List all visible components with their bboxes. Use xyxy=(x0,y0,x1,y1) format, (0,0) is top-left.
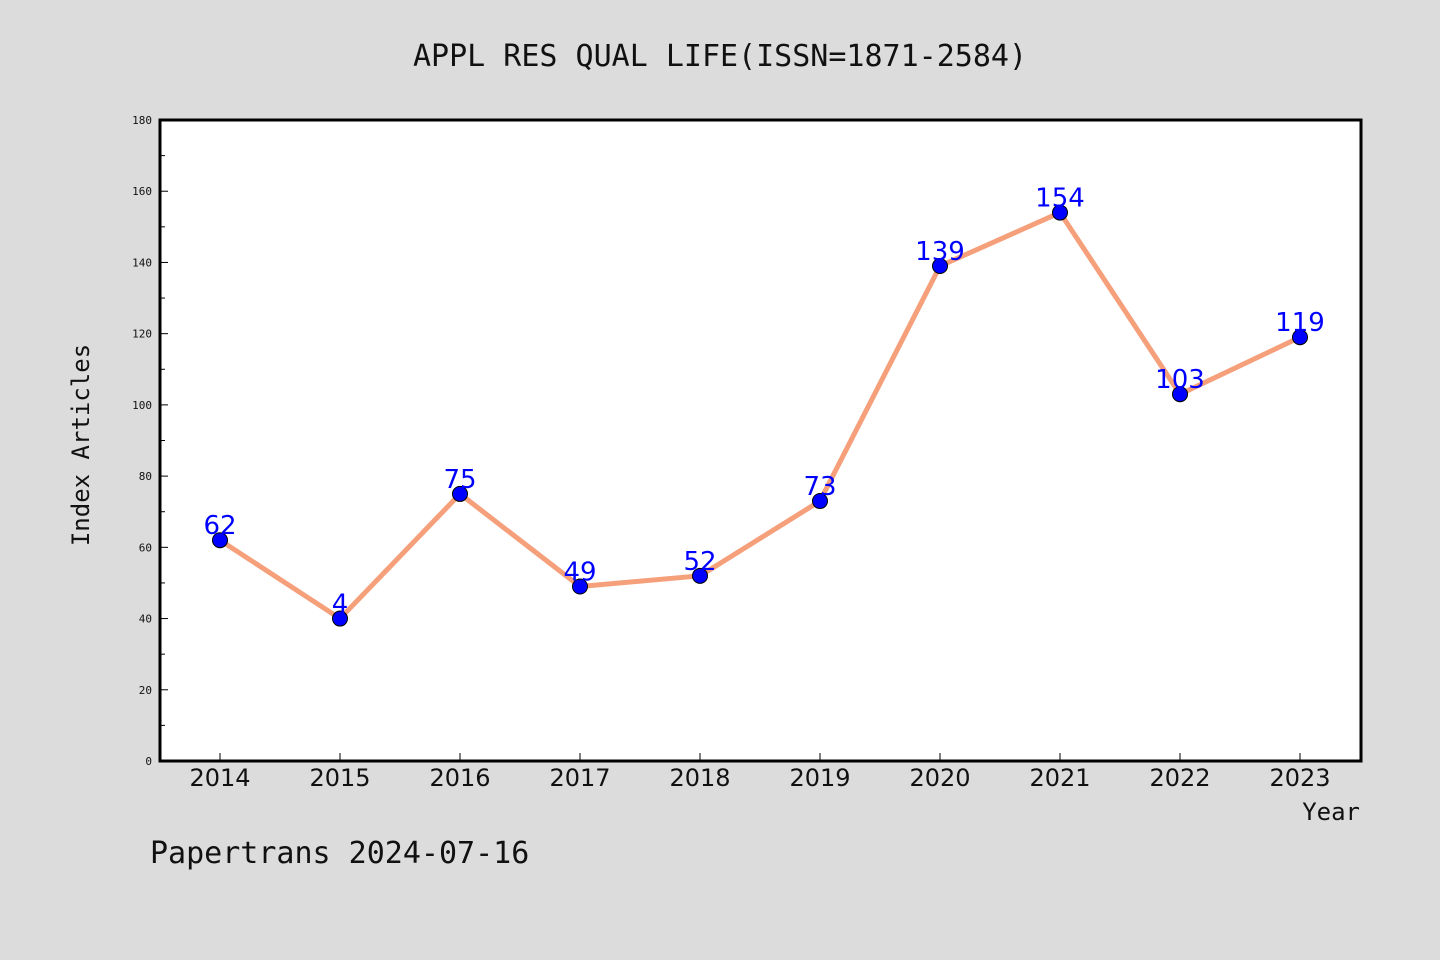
data-label: 75 xyxy=(443,465,476,495)
x-tick-label: 2016 xyxy=(429,764,490,792)
plot-area xyxy=(158,118,1363,763)
data-point xyxy=(932,258,948,275)
x-tick-label: 2023 xyxy=(1269,764,1330,792)
series-line xyxy=(217,210,1303,622)
data-label: 49 xyxy=(563,558,596,588)
series-group xyxy=(212,204,1308,627)
data-label: 119 xyxy=(1275,308,1325,338)
data-point xyxy=(692,567,708,584)
data-label: 73 xyxy=(803,472,836,502)
footer-text: Papertrans 2024-07-16 xyxy=(150,836,529,871)
data-point xyxy=(812,493,828,510)
x-tick-label: 2019 xyxy=(789,764,850,792)
y-tick-label: 160 xyxy=(132,185,152,198)
data-label: 139 xyxy=(915,237,965,267)
data-point xyxy=(1172,386,1188,403)
data-point xyxy=(1052,204,1068,221)
y-axis-label: Index Articles xyxy=(67,344,95,546)
x-tick-label: 2018 xyxy=(669,764,730,792)
data-label: 103 xyxy=(1155,365,1205,395)
x-tick-label: 2020 xyxy=(909,764,970,792)
data-point xyxy=(1292,329,1308,346)
data-labels: 62 4 75 49 52 73 139 154 103 119 xyxy=(203,184,1324,620)
y-tick-label: 80 xyxy=(139,470,152,483)
data-point xyxy=(212,532,228,549)
x-axis-label: Year xyxy=(1302,798,1360,826)
data-label: 52 xyxy=(683,547,716,577)
y-axis: 0 20 40 60 80 100 120 140 160 180 xyxy=(132,114,168,768)
y-tick-label: 0 xyxy=(145,755,152,768)
x-tick-label: 2022 xyxy=(1149,764,1210,792)
y-tick-label: 140 xyxy=(132,256,152,269)
y-tick-label: 40 xyxy=(139,613,152,626)
y-tick-label: 100 xyxy=(132,399,152,412)
x-tick-label: 2021 xyxy=(1029,764,1090,792)
data-point xyxy=(452,485,468,502)
data-label: 62 xyxy=(203,511,236,541)
data-point xyxy=(332,610,348,627)
data-label: 154 xyxy=(1035,184,1085,214)
x-tick-label: 2015 xyxy=(309,764,370,792)
y-tick-label: 120 xyxy=(132,328,152,341)
data-label: 4 xyxy=(332,590,349,620)
data-point xyxy=(572,578,588,595)
chart-title: APPL RES QUAL LIFE(ISSN=1871-2584) xyxy=(413,39,1027,74)
x-axis: 2014 2015 2016 2017 2018 2019 2020 2021 2022 2023 xyxy=(189,753,1331,792)
x-tick-label: 2017 xyxy=(549,764,610,792)
x-tick-label: 2014 xyxy=(189,764,250,792)
y-tick-label: 180 xyxy=(132,114,152,127)
y-tick-label: 20 xyxy=(139,684,152,697)
y-tick-label: 60 xyxy=(139,541,152,554)
